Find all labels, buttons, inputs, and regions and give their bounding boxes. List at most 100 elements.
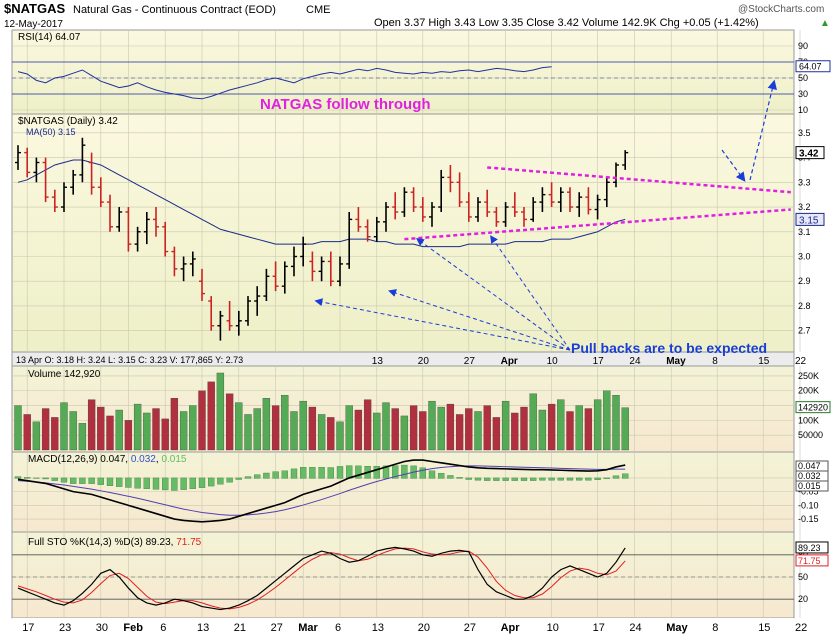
macd-histogram-bar: [327, 467, 334, 479]
volume-bar: [290, 411, 298, 451]
volume-value-tag: [795, 401, 831, 414]
price-tick: 3.5: [798, 128, 811, 138]
volume-bar: [575, 405, 583, 451]
macd-histogram-bar: [217, 477, 224, 485]
x-tick-label: 27: [271, 622, 283, 634]
rsi-value-tag: [795, 60, 831, 73]
volume-bar: [299, 400, 307, 451]
stochastic-d-line: [17, 547, 626, 610]
volume-bar: [14, 405, 22, 451]
macd-value-tag-text: 0.032: [798, 471, 821, 481]
macd-histogram-bar: [33, 477, 40, 479]
volume-bar: [419, 411, 427, 451]
volume-bar: [152, 408, 160, 451]
volume-bar: [400, 415, 409, 451]
x-tick-label-top: 8: [712, 356, 718, 367]
volume-bar: [51, 417, 59, 451]
volume-bar: [492, 417, 501, 451]
stochastic-k-line: [17, 546, 626, 611]
x-tick-label: May: [666, 622, 688, 634]
macd-histogram-bar: [456, 477, 463, 479]
pullback-arrow: [490, 235, 571, 351]
macd-value-tag: [795, 480, 829, 492]
macd-histogram-bar: [125, 477, 132, 488]
macd-histogram-bar: [622, 473, 629, 479]
volume-bar: [60, 402, 68, 451]
pullback-arrow: [415, 238, 571, 351]
macd-histogram-bar: [42, 477, 49, 480]
macd-histogram-bar: [603, 477, 610, 479]
volume-bar: [483, 405, 491, 451]
forecast-arrow-up: [749, 79, 777, 181]
volume-bar: [382, 402, 390, 451]
rsi-line: [17, 66, 552, 100]
volume-bar: [216, 372, 225, 451]
x-tick-label-top: 10: [547, 356, 559, 367]
volume-bar: [198, 390, 206, 451]
price-tick: 3.1: [798, 227, 811, 237]
resistance-trendline: [487, 166, 791, 194]
macd-histogram-bar: [355, 465, 362, 479]
volume-bar: [133, 403, 142, 451]
exchange-label: CME: [306, 4, 330, 16]
macd-histogram-bar: [208, 477, 215, 487]
macd-value-tag-text: 0.047: [798, 461, 821, 471]
macd-histogram-bar: [235, 477, 242, 480]
pullback-arrow: [388, 289, 571, 351]
volume-bar: [262, 397, 271, 451]
macd-histogram-bar: [373, 465, 380, 479]
volume-bar: [207, 381, 215, 451]
watermark: @StockCharts.com: [738, 4, 824, 15]
volume-bar: [603, 390, 611, 451]
volume-bar: [106, 415, 114, 451]
rsi-tick: 50: [798, 73, 808, 83]
volume-bar: [529, 393, 537, 451]
rsi-tick: 90: [798, 41, 808, 51]
macd-histogram-bar: [557, 477, 564, 481]
macd-histogram-bar: [143, 477, 150, 489]
volume-bar: [391, 408, 399, 451]
macd-histogram-bar: [419, 467, 426, 479]
volume-bar: [32, 421, 41, 451]
forecast-arrow-down: [721, 149, 746, 182]
rsi-layer: [12, 61, 794, 100]
x-tick-label-top: 15: [758, 356, 770, 367]
volume-bar: [354, 409, 363, 451]
change-up-icon: ▲: [820, 18, 830, 29]
x-tick-label: 27: [464, 622, 476, 634]
stochastic-tick: 20: [798, 594, 808, 604]
ma-value-tag: [795, 212, 825, 226]
macd-tick: -0.05: [798, 487, 819, 497]
volume-bar: [308, 406, 317, 451]
macd-histogram-bar: [474, 477, 482, 481]
macd-histogram-bar: [447, 475, 454, 479]
x-tick-label: 24: [629, 622, 641, 634]
volume-value-tag-text: 142920: [798, 403, 828, 413]
macd-histogram-bar: [612, 475, 620, 479]
rsi-tick: 30: [798, 89, 808, 99]
volume-bar: [87, 399, 96, 451]
volume-bar: [363, 399, 372, 451]
volume-bar: [179, 411, 188, 451]
volume-bar: [520, 406, 528, 451]
volume-bar: [317, 414, 326, 451]
x-tick-label: Apr: [501, 622, 521, 634]
stochastic-value-tag: [795, 541, 829, 554]
stochastic-panel: [11, 531, 795, 619]
macd-histogram-bar: [24, 477, 31, 479]
volume-bar: [253, 408, 261, 451]
volume-bar: [69, 411, 77, 451]
volume-legend: Volume 142,920: [28, 369, 101, 380]
macd-histogram-bar: [88, 477, 95, 484]
symbol-title: $NATGAS: [4, 1, 65, 16]
rsi-legend: RSI(14) 64.07: [18, 32, 81, 43]
info-bar-text: 13 Apr O: 3.18 H: 3.24 L: 3.15 C: 3.23 V…: [16, 355, 243, 365]
price-tick: 2.8: [798, 301, 811, 311]
volume-bar: [345, 405, 353, 451]
axes-layer: 90705030103.53.43.33.23.13.02.92.82.7250…: [22, 18, 831, 634]
macd-histogram-bar: [226, 477, 233, 483]
volume-bar: [612, 395, 620, 451]
support-trendline: [404, 208, 791, 241]
